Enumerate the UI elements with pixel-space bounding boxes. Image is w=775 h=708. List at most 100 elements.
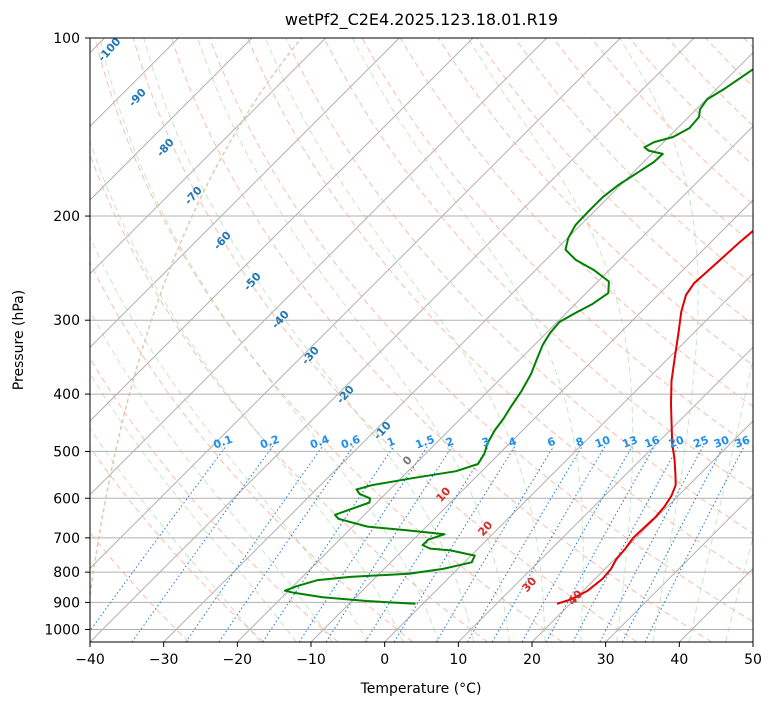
dry-adiabat [743,38,753,49]
y-tick-label: 800 [53,565,80,581]
mixing-ratio-label: 0.1 [212,433,235,452]
guide-lines-layer [90,38,775,642]
dry-adiabat-label: -90 [126,86,149,110]
mixing-ratio-label: 10 [593,433,612,451]
thermal-guide-curve [90,38,303,603]
x-tick-label: 40 [670,652,688,668]
y-axis-label: Pressure (hPa) [11,290,27,390]
dry-adiabat [247,38,753,578]
isotherm-gridline [752,641,753,642]
mixing-ratio-label: 1.5 [414,433,437,452]
dry-adiabat [170,38,712,642]
mixing-ratio-label: 3 [480,435,492,450]
mixing-ratio-line [218,445,354,642]
mixing-ratio-line [572,445,679,642]
dry-adiabat [552,38,753,245]
dry-adiabat-label: 0 [400,453,415,468]
dry-adiabat [90,153,488,642]
dry-adiabat [132,38,638,642]
mixing-ratio-line [262,445,395,642]
dry-adiabat-label: -100 [95,35,123,64]
y-tick-label: 400 [53,387,80,403]
moist-adiabat [467,38,634,642]
mixing-ratio-label: 30 [712,433,731,451]
dry-adiabat [514,38,753,285]
y-tick-label: 900 [53,595,80,611]
mixing-ratio-label: 16 [643,433,662,451]
mixing-ratio-line [298,445,429,642]
dry-adiabat-label: 20 [475,518,495,538]
dry-adiabat [90,446,264,642]
moist-adiabat [688,356,753,642]
x-tick-label: 30 [597,652,615,668]
mixing-ratio-line [393,445,516,642]
x-tick-label: 0 [380,652,389,668]
x-tick-label: −10 [296,652,326,668]
moist-adiabat [90,139,404,642]
x-tick-label: −20 [223,652,253,668]
dry-adiabat [285,38,753,535]
mixing-ratio-line [364,445,489,642]
mixing-ratio-line [325,445,453,642]
mixing-ratio-line [435,445,555,642]
mixing-ratio-line [545,445,655,642]
mixing-ratio-line [131,445,274,642]
moist-adiabat [143,38,475,642]
mixing-ratio-label: 36 [733,433,752,451]
y-tick-label: 700 [53,531,80,547]
isotherm-gridline [531,420,753,642]
dry-adiabat [209,38,753,623]
dry-adiabat [323,38,753,492]
dry-adiabat [590,38,753,206]
dry-adiabat-label: -20 [334,383,357,407]
moist-adiabat [264,38,546,642]
mixing-ratio-label: 6 [546,435,558,450]
mixing-ratio-label: 0.6 [339,433,362,452]
mixing-ratio-label: 0.4 [308,433,331,452]
isotherm-gridline [90,38,400,349]
dry-adiabat [667,38,753,127]
moist-adiabat [725,535,753,642]
mixing-ratio-line [90,445,227,632]
thermal-guide-curve [90,38,303,603]
mixing-ratio-label: 13 [621,433,640,450]
y-tick-label: 600 [53,491,80,507]
isotherm-gridline [90,38,327,275]
grid-layer [90,38,753,642]
mixing-ratio-line [185,445,324,642]
dry-adiabat [476,38,753,326]
isotherm-gridline [678,567,753,642]
temperature-profile-line [556,229,753,605]
isotherm-gridline [457,346,753,642]
mixing-ratio-label: 2 [444,435,456,450]
mixing-ratio-line [644,445,745,642]
dry-adiabat-label: -40 [269,308,292,332]
profiles-layer [283,68,753,605]
dry-adiabat [90,261,414,642]
isotherm-gridline [310,199,753,642]
mixing-ratio-label: 20 [667,433,686,451]
guide-labels-layer: -100-90-80-70-60-50-40-30-20-10010203040… [95,35,752,608]
moist-adiabat [762,38,775,642]
axes-layer: −40 −30 −20 −10 0 10 20 30 40 5010020030040050060… [44,31,762,668]
mixing-ratio-label: 0.2 [258,433,281,452]
dewpoint-profile-line [283,68,753,605]
chart-title: wetPf2_C2E4.2025.123.18.01.R19 [284,10,559,29]
dry-adiabat-label: -80 [154,136,177,160]
mixing-ratio-line [599,445,704,642]
moist-adiabat [99,38,439,642]
isotherm-gridline [236,125,753,642]
mixing-ratio-line [621,445,724,642]
moist-adiabat [90,427,261,642]
dry-adiabat [90,357,339,642]
dry-adiabat-label: -60 [211,229,234,253]
y-tick-label: 100 [53,31,80,47]
moist-adiabat [197,38,510,642]
x-tick-label: 20 [523,652,541,668]
moist-adiabat [90,310,333,642]
dry-adiabat [705,38,753,88]
plot-frame [89,37,754,643]
isotherm-gridline [90,38,621,570]
dry-adiabat [94,38,563,642]
